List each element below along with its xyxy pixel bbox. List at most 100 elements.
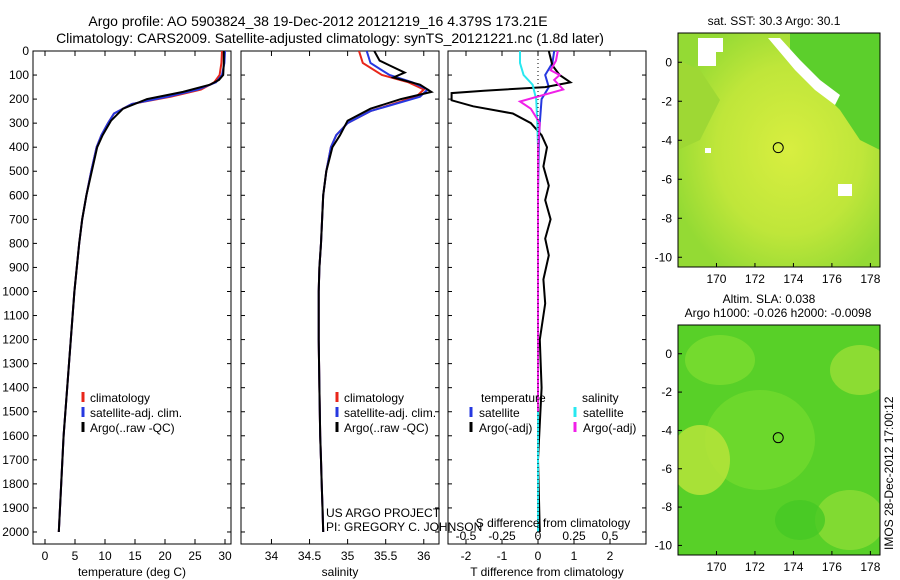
difference-xtick-label: 2 <box>607 549 614 563</box>
sla-map-blob <box>830 345 880 395</box>
depth-tick-label: 1900 <box>2 501 29 515</box>
salinity-legend-entry: satellite-adj. clim. <box>344 406 436 420</box>
legend-title-salinity: salinity <box>582 391 619 405</box>
temperature-xtick-label: 5 <box>72 549 79 563</box>
sst-map-argo-marker <box>772 142 784 154</box>
sla-map-xtick-label: 176 <box>822 560 842 574</box>
salinity-diff-tick-label: 0 <box>535 529 542 543</box>
depth-tick-label: 800 <box>9 236 29 250</box>
depth-tick-label: 500 <box>9 164 29 178</box>
sst-map-ytick-label: -6 <box>661 172 672 186</box>
legend-title-temperature: temperature <box>481 391 546 405</box>
sla-map-ytick-label: -10 <box>655 538 673 552</box>
depth-tick-label: 1000 <box>2 284 29 298</box>
sla-map-ytick-label: -6 <box>661 462 672 476</box>
salinity-diff-tick-label: 0.25 <box>562 529 586 543</box>
sst-map-xtick-label: 174 <box>783 272 803 286</box>
difference-legend-entry: Argo(-adj) <box>479 421 532 435</box>
difference-legend-entry: satellite <box>583 406 624 420</box>
salinity-series-blue-line <box>317 51 430 533</box>
sla-map-xtick-label: 170 <box>706 560 726 574</box>
temperature-xtick-label: 15 <box>128 549 142 563</box>
salinity-series-black-line <box>317 51 434 533</box>
sst-map-ytick-label: -4 <box>661 133 672 147</box>
sst-map-edge-region <box>678 60 720 150</box>
sst-map <box>677 32 881 268</box>
difference-panel-frame <box>447 50 647 545</box>
sla-map-ytick-label: -4 <box>661 423 672 437</box>
sst-map-missing-patch <box>698 38 716 66</box>
difference-xtick-label: -1 <box>497 549 508 563</box>
temperature-series-black-line <box>57 51 225 533</box>
difference-xlabel: T difference from climatology <box>470 565 624 579</box>
salinity-xtick-label: 35.5 <box>374 549 398 563</box>
sst-map-xtick-label: 178 <box>860 272 880 286</box>
sst-map-missing-band <box>768 38 840 105</box>
difference-top-label: S difference from climatology <box>476 516 631 530</box>
depth-tick-label: 1600 <box>2 429 29 443</box>
depth-tick-label: 200 <box>9 92 29 106</box>
depth-tick-label: 1400 <box>2 381 29 395</box>
salinity-series-red-line <box>317 51 426 533</box>
figure-title-line1: Argo profile: AO 5903824_38 19-Dec-2012 … <box>88 13 548 29</box>
salinity-legend-entry: climatology <box>344 391 404 405</box>
sst-map-missing-patch <box>715 38 723 52</box>
sst-map-xtick-label: 176 <box>822 272 842 286</box>
depth-tick-label: 1800 <box>2 477 29 491</box>
sst-map-ytick-label: 0 <box>665 55 672 69</box>
depth-tick-label: 0 <box>22 44 29 58</box>
salinity-diff-tick-label: 0.5 <box>602 529 619 543</box>
salinity-xtick-label: 36 <box>417 549 431 563</box>
depth-tick-label: 1100 <box>3 309 29 323</box>
difference-legend-entry: satellite <box>479 406 520 420</box>
depth-tick-label: 900 <box>9 260 29 274</box>
depth-tick-label: 1300 <box>2 357 29 371</box>
salinity-xtick-label: 35 <box>341 549 355 563</box>
sla-map-frame <box>677 324 881 556</box>
sla-map-xtick-label: 174 <box>783 560 803 574</box>
sla-map-ytick-label: -2 <box>661 385 672 399</box>
sla-map-low <box>775 500 825 540</box>
sla-map-high <box>678 425 730 495</box>
sst-map-xtick-label: 172 <box>745 272 765 286</box>
salinity-panel-frame <box>240 50 440 545</box>
temperature-xtick-label: 20 <box>158 549 172 563</box>
sla-map-xtick-label: 172 <box>745 560 765 574</box>
salinity-diff-tick-label: -0.25 <box>488 529 516 543</box>
sla-map-xtick-label: 178 <box>860 560 880 574</box>
sst-map-missing-patch <box>838 184 852 196</box>
sst-map-ytick-label: -8 <box>661 211 672 225</box>
depth-tick-label: 600 <box>9 188 29 202</box>
salinity-legend-entry: Argo(..raw -QC) <box>344 421 429 435</box>
sla-map-ytick-label: 0 <box>665 347 672 361</box>
temperature-xtick-label: 30 <box>218 549 232 563</box>
sst-map-ytick-label: -2 <box>661 94 672 108</box>
difference-xtick-label: -2 <box>461 549 472 563</box>
project-label: US ARGO PROJECT <box>326 506 441 520</box>
sst-map-missing-patch <box>705 148 711 153</box>
temperature-series-blue-line <box>57 51 226 533</box>
difference-xtick-label: 0 <box>535 549 542 563</box>
temperature-xlabel: temperature (deg C) <box>78 565 186 579</box>
sla-map <box>677 324 881 556</box>
depth-tick-label: 1200 <box>2 333 29 347</box>
difference-legend-entry: Argo(-adj) <box>583 421 636 435</box>
salinity-xtick-label: 34 <box>265 549 279 563</box>
salinity-xlabel: salinity <box>322 565 359 579</box>
sla-map-subtitle: Argo h1000: -0.026 h2000: -0.0098 <box>685 306 872 320</box>
temperature-legend-entry: satellite-adj. clim. <box>90 406 182 420</box>
depth-tick-label: 300 <box>9 116 29 130</box>
temperature-legend-entry: climatology <box>90 391 150 405</box>
temperature-series-red-line <box>57 51 223 533</box>
depth-tick-label: 400 <box>9 140 29 154</box>
sst-map-frame <box>677 32 881 268</box>
pi-label: PI: GREGORY C. JOHNSON <box>326 520 482 534</box>
temperature-xtick-label: 25 <box>188 549 202 563</box>
sst-map-xtick-label: 170 <box>706 272 726 286</box>
sst-map-ytick-label: -10 <box>655 250 673 264</box>
figure-title-line2: Climatology: CARS2009. Satellite-adjuste… <box>56 30 604 46</box>
sst-map-title: sat. SST: 30.3 Argo: 30.1 <box>708 14 841 28</box>
depth-tick-label: 700 <box>9 212 29 226</box>
sla-map-argo-marker <box>772 432 784 444</box>
